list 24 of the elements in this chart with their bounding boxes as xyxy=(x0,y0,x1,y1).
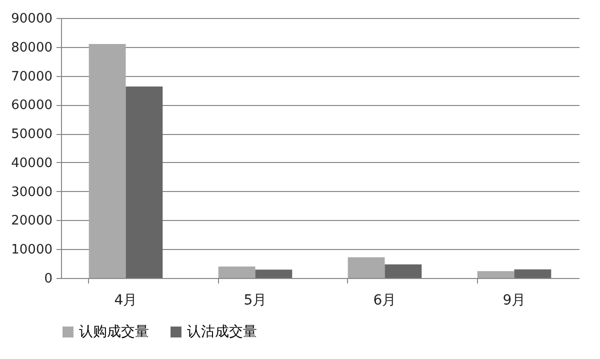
legend-label: 认购成交量 xyxy=(79,324,149,340)
x-tick-label: 9月 xyxy=(502,292,526,308)
y-tick-label: 30000 xyxy=(11,184,52,200)
x-tick-label: 4月 xyxy=(114,292,138,308)
bar xyxy=(88,44,126,278)
bar xyxy=(348,257,385,278)
bar xyxy=(384,264,422,278)
y-tick-label: 90000 xyxy=(11,12,52,26)
legend-label: 认沽成交量 xyxy=(187,324,257,340)
bar xyxy=(477,271,514,278)
y-tick-label: 50000 xyxy=(11,127,52,142)
y-tick-label: 60000 xyxy=(11,98,52,114)
y-tick-label: 20000 xyxy=(11,214,52,229)
bar xyxy=(126,86,163,278)
y-tick-label: 70000 xyxy=(11,69,52,84)
y-tick-label: 40000 xyxy=(11,156,52,171)
bar xyxy=(255,270,292,278)
x-tick-label: 6月 xyxy=(373,292,396,308)
x-tick-label: 5月 xyxy=(244,292,267,308)
y-tick-label: 80000 xyxy=(11,40,52,56)
bar xyxy=(218,266,256,278)
bar xyxy=(514,269,552,278)
y-tick-label: 10000 xyxy=(11,242,52,258)
y-tick-label: 0 xyxy=(44,272,52,286)
